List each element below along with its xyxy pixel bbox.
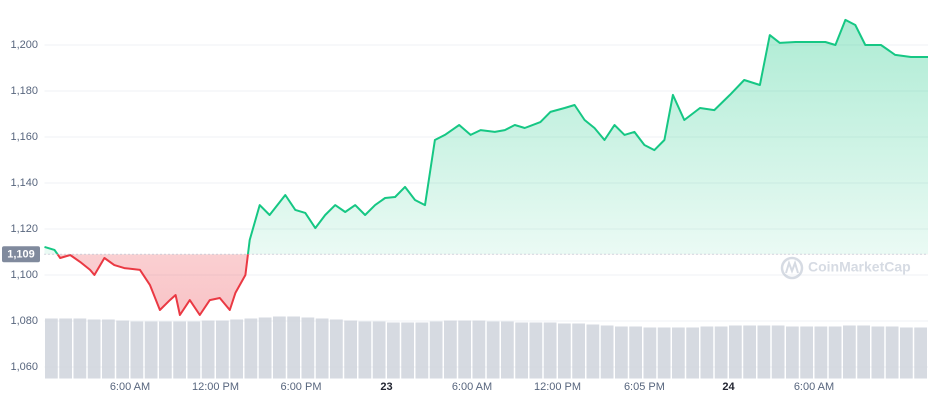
volume-bar <box>73 318 87 379</box>
volume-bar <box>529 322 543 379</box>
x-tick-label: 12:00 PM <box>192 381 239 393</box>
watermark-logo <box>780 256 804 280</box>
line-up <box>44 18 928 255</box>
volume-bar <box>786 326 799 379</box>
volume-bar <box>401 322 414 379</box>
area-up <box>44 19 928 255</box>
volume-bar <box>800 326 813 379</box>
volume-bar <box>358 321 372 379</box>
x-tick-label: 24 <box>722 381 735 393</box>
volume-bar <box>415 322 429 379</box>
volume-bar <box>857 325 870 379</box>
volume-bar <box>273 316 286 379</box>
x-tick-label: 12:00 PM <box>534 381 581 393</box>
volume-bar <box>387 322 400 379</box>
x-tick-label: 6:00 AM <box>794 381 834 393</box>
volume-bar <box>900 327 913 379</box>
volume-bar <box>600 325 614 379</box>
volume-bar <box>729 325 742 379</box>
volume-bar <box>828 326 842 379</box>
volume-bar <box>187 321 201 379</box>
y-tick-label: 1,140 <box>10 177 38 189</box>
volume-bar <box>814 326 828 379</box>
volume-bar <box>586 324 600 379</box>
volume-bar <box>230 319 243 379</box>
volume-bar <box>714 326 728 379</box>
volume-bar <box>615 326 628 379</box>
volume-bar <box>45 318 58 379</box>
y-tick-label: 1,060 <box>10 361 38 373</box>
x-tick-label: 6:00 AM <box>110 381 150 393</box>
x-tick-label: 6:05 PM <box>624 381 665 393</box>
y-tick-label: 1,180 <box>10 85 38 97</box>
y-tick-label: 1,120 <box>10 223 38 235</box>
volume-bar <box>159 321 172 379</box>
watermark-logo-mark <box>785 259 799 274</box>
volume-bar <box>657 327 671 379</box>
volume-bar <box>700 326 714 379</box>
volume-bar <box>173 321 186 379</box>
volume-bar <box>201 320 215 379</box>
area-down <box>57 254 248 315</box>
volume-bar <box>244 318 258 379</box>
volume-bar <box>144 321 158 379</box>
x-tick-label: 6:00 AM <box>452 381 492 393</box>
volume-bar <box>515 322 528 379</box>
volume-bar <box>629 326 642 379</box>
volume-bar <box>757 325 771 379</box>
volume-bar <box>330 319 343 379</box>
y-tick-label: 1,100 <box>10 269 38 281</box>
volume-bar <box>543 322 557 379</box>
volume-bar <box>914 327 927 379</box>
volume-bar <box>472 320 486 379</box>
volume-bar <box>372 321 386 379</box>
watermark: CoinMarketCap <box>780 256 911 280</box>
y-tick-label: 1,160 <box>10 131 38 143</box>
volume-bar <box>344 320 357 379</box>
baseline-label-bg <box>2 246 40 263</box>
volume-bar <box>315 318 329 379</box>
volume-bar <box>672 327 685 379</box>
volume-bar <box>771 325 785 379</box>
x-tick-label: 6:00 PM <box>281 381 322 393</box>
volume-bar <box>102 319 115 379</box>
line-down <box>56 254 249 316</box>
y-tick-label: 1,080 <box>10 315 38 327</box>
volume-bar <box>116 320 129 379</box>
watermark-text: CoinMarketCap <box>808 259 911 275</box>
volume-bar <box>458 320 471 379</box>
volume-bar <box>558 323 571 379</box>
volume-bar <box>301 317 315 379</box>
volume-bar <box>843 325 856 379</box>
volume-bar <box>87 319 101 379</box>
baseline-label: 1,109 <box>7 249 35 261</box>
volume-bar <box>258 317 272 379</box>
volume-bar <box>216 320 229 379</box>
volume-bar <box>59 318 72 379</box>
x-tick-label: 23 <box>380 381 392 393</box>
volume-bar <box>486 321 500 379</box>
volume-bar <box>572 323 585 379</box>
volume-bar <box>287 316 300 379</box>
volume-bar <box>130 321 144 379</box>
volume-bar <box>686 327 699 379</box>
volume-bar <box>743 325 756 379</box>
volume-bar <box>429 321 443 379</box>
volume-bar <box>501 321 514 379</box>
y-tick-label: 1,200 <box>10 39 38 51</box>
volume-bar <box>643 327 657 379</box>
volume-bar <box>871 326 885 379</box>
volume-bar <box>885 326 899 379</box>
volume-bar <box>444 320 457 379</box>
